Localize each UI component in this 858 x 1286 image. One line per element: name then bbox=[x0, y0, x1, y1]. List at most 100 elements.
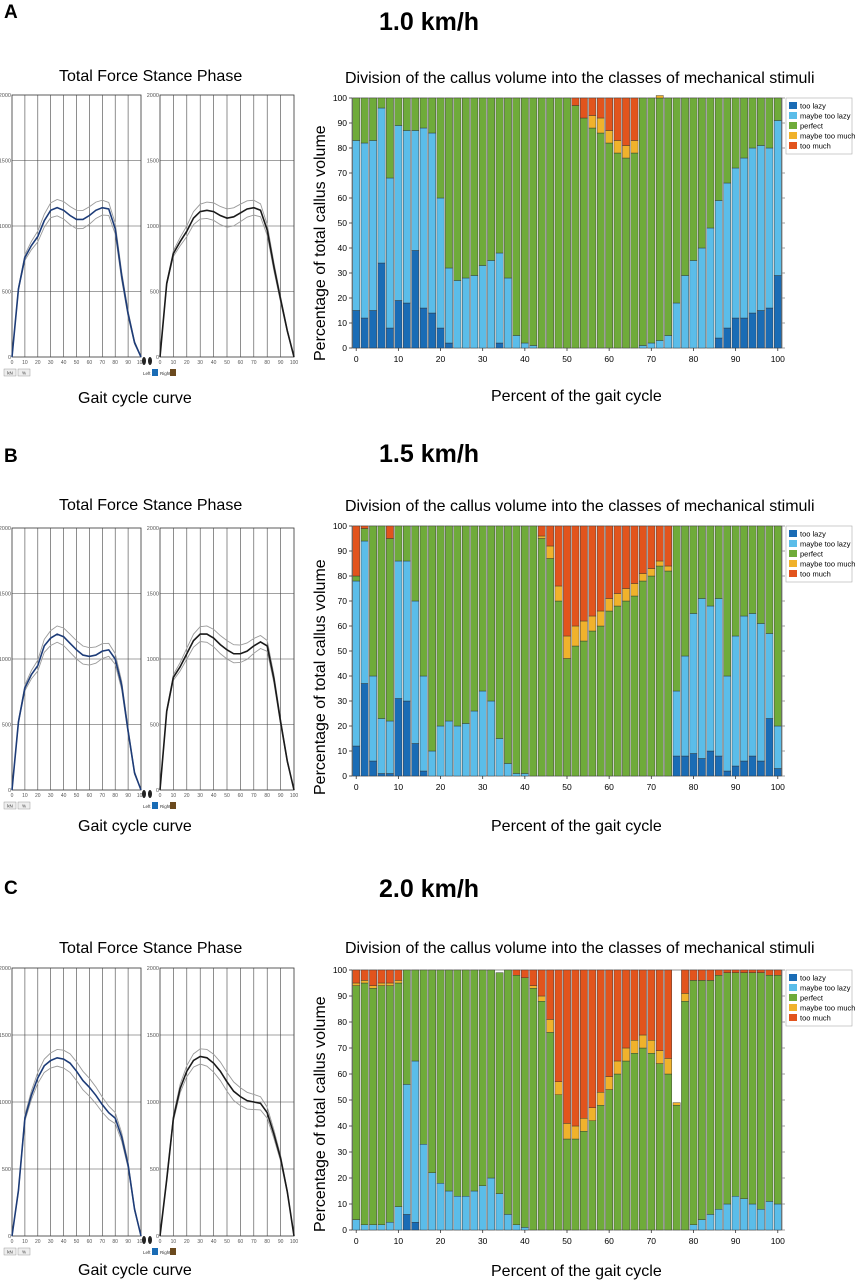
bar-segment bbox=[504, 277, 512, 349]
bar-segment bbox=[765, 1201, 774, 1231]
bar-segment bbox=[639, 573, 647, 582]
bar-segment bbox=[529, 969, 538, 986]
bar-segment bbox=[563, 525, 571, 637]
bar-segment bbox=[428, 525, 436, 752]
bar-segment bbox=[740, 760, 748, 777]
bar-segment bbox=[360, 980, 369, 984]
bar-segment bbox=[369, 985, 377, 989]
bar-segment bbox=[655, 525, 664, 562]
bar-segment bbox=[461, 525, 470, 724]
bar-segment bbox=[445, 342, 453, 349]
bar-segment bbox=[639, 345, 647, 349]
gait-caption: Gait cycle curve bbox=[78, 818, 192, 835]
bar-segment bbox=[757, 145, 765, 311]
gait-curve-mean bbox=[11, 633, 142, 791]
bar-segment bbox=[461, 97, 470, 279]
y-tick-label: 100 bbox=[333, 521, 347, 531]
gait-x-tick-label: 10 bbox=[171, 1239, 177, 1245]
y-tick-label: 50 bbox=[338, 1095, 348, 1105]
bar-segment bbox=[655, 565, 664, 777]
bar-segment bbox=[377, 969, 386, 984]
footprint-icon bbox=[148, 357, 152, 365]
bar-segment bbox=[588, 525, 597, 617]
legend-swatch bbox=[789, 540, 797, 547]
y-tick-label: 40 bbox=[338, 671, 348, 681]
x-tick-label: 100 bbox=[771, 1236, 785, 1246]
bar-segment bbox=[394, 698, 403, 777]
bar-segment bbox=[714, 200, 723, 339]
bar-segment bbox=[630, 1052, 639, 1231]
x-tick-label: 60 bbox=[604, 1236, 614, 1246]
gait-x-tick-label: 100 bbox=[137, 1239, 146, 1245]
y-tick-label: 70 bbox=[338, 596, 348, 606]
bar-segment bbox=[655, 560, 664, 567]
gait-x-tick-label: 50 bbox=[74, 360, 80, 366]
bar-segment bbox=[698, 1219, 706, 1231]
bar-segment bbox=[445, 1190, 453, 1231]
bar-segment bbox=[613, 969, 622, 1062]
bar-segment bbox=[714, 525, 723, 599]
bar-segment bbox=[672, 302, 681, 349]
bar-segment bbox=[563, 1123, 571, 1140]
bar-segment bbox=[605, 1076, 613, 1090]
gait-x-tick-label: 10 bbox=[22, 793, 28, 799]
gait-x-tick-label: 40 bbox=[61, 1239, 67, 1245]
gait-curve-lower-sd bbox=[159, 1063, 295, 1237]
gait-x-tick-label: 20 bbox=[35, 793, 41, 799]
gait-x-tick-label: 60 bbox=[87, 360, 93, 366]
bar-segment bbox=[512, 969, 521, 976]
bar-segment bbox=[478, 525, 487, 692]
gait-y-tick-label: 1000 bbox=[0, 1100, 11, 1106]
bar-segment bbox=[386, 97, 394, 179]
bar-segment bbox=[672, 525, 681, 692]
bar-segment bbox=[554, 585, 563, 602]
gait-y-tick-label: 500 bbox=[2, 723, 11, 729]
left-swatch bbox=[152, 369, 158, 376]
bar-segment bbox=[765, 147, 774, 309]
bar-segment bbox=[714, 1208, 723, 1231]
bar-segment bbox=[546, 545, 554, 559]
y-tick-label: 90 bbox=[338, 546, 348, 556]
gait-x-tick-label: 30 bbox=[197, 1239, 203, 1245]
bar-segment bbox=[554, 525, 563, 587]
bar-segment bbox=[546, 969, 554, 1020]
bar-segment bbox=[377, 985, 386, 1225]
y-tick-label: 40 bbox=[338, 1121, 348, 1131]
legend-swatch bbox=[789, 1014, 797, 1021]
bar-segment bbox=[453, 97, 462, 281]
gait-x-tick-label: 10 bbox=[171, 360, 177, 366]
bar-segment bbox=[411, 97, 420, 131]
bar-segment bbox=[419, 127, 428, 309]
bar-segment bbox=[571, 1125, 580, 1140]
legend-label: too much bbox=[800, 570, 831, 579]
gait-side-label: Left bbox=[143, 804, 151, 809]
bar-segment bbox=[461, 723, 470, 777]
bar-segment bbox=[596, 97, 605, 119]
gait-y-tick-label: 0 bbox=[8, 1234, 11, 1240]
bar-segment bbox=[765, 969, 774, 976]
bar-segment bbox=[402, 97, 411, 131]
bar-segment bbox=[352, 580, 361, 747]
gait-x-tick-label: 50 bbox=[74, 1239, 80, 1245]
bar-segment bbox=[622, 588, 630, 602]
x-tick-label: 40 bbox=[520, 782, 530, 792]
bar-segment bbox=[377, 262, 386, 349]
legend-swatch bbox=[789, 112, 797, 119]
bar-segment bbox=[402, 302, 411, 349]
bar-segment bbox=[664, 1073, 673, 1231]
gait-curve-mean bbox=[159, 206, 295, 358]
bar-segment bbox=[613, 1073, 622, 1231]
bar-segment bbox=[563, 1138, 571, 1231]
bar-segment bbox=[773, 120, 782, 276]
bar-segment bbox=[360, 317, 369, 349]
footprint-icon bbox=[148, 790, 152, 798]
legend-swatch bbox=[789, 570, 797, 577]
bar-segment bbox=[773, 725, 782, 769]
y-tick-label: 90 bbox=[338, 991, 348, 1001]
bar-segment bbox=[757, 972, 765, 1210]
x-tick-label: 80 bbox=[689, 782, 699, 792]
bar-segment bbox=[369, 97, 377, 141]
y-tick-label: 80 bbox=[338, 571, 348, 581]
gait-unit-label: kN bbox=[7, 804, 13, 809]
